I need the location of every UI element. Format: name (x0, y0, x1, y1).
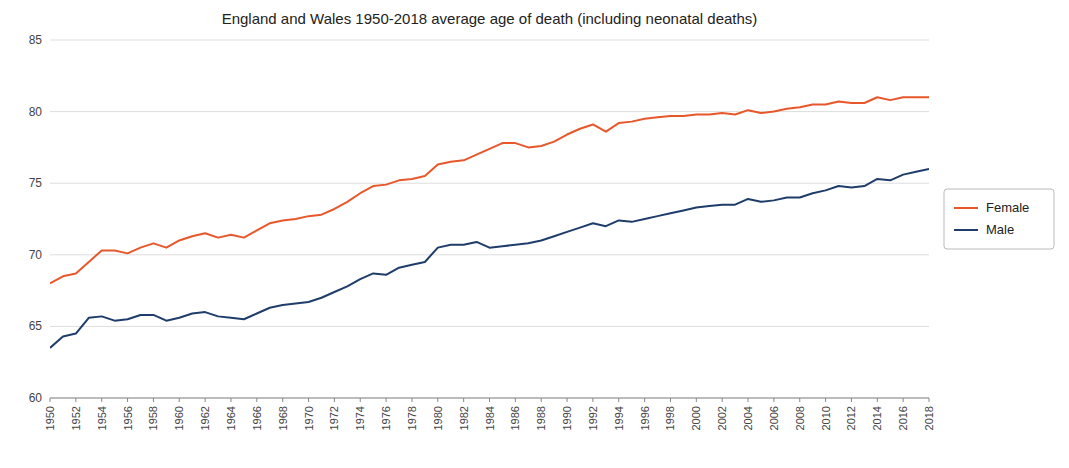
x-tick-label: 1952 (70, 406, 82, 430)
x-tick-label: 1994 (613, 406, 625, 430)
x-tick (644, 398, 645, 402)
x-axis: 1950 1952 1954 1956 1958 1960 1962 1964 1966 1968… (44, 398, 935, 430)
x-tick (592, 398, 593, 402)
x-tick (567, 398, 568, 402)
x-tick (179, 398, 180, 402)
x-tick (541, 398, 542, 402)
x-tick-label: 2010 (820, 406, 832, 430)
x-tick (153, 398, 154, 402)
x-tick-label: 2014 (871, 406, 883, 430)
x-tick (308, 398, 309, 402)
y-tick-label: 75 (29, 176, 43, 190)
x-tick-label: 1992 (587, 406, 599, 430)
x-tick-label: 2016 (897, 406, 909, 430)
x-tick-label: 2004 (742, 406, 754, 430)
x-tick-label: 1982 (458, 406, 470, 430)
legend-swatch (954, 229, 978, 231)
x-tick-label: 2002 (716, 406, 728, 430)
grid-line (50, 326, 929, 327)
grid-line (50, 40, 929, 41)
x-tick-label: 2008 (794, 406, 806, 430)
x-tick-label: 1996 (639, 406, 651, 430)
x-tick (282, 398, 283, 402)
x-tick (825, 398, 826, 402)
x-tick-label: 1990 (561, 406, 573, 430)
grid-line (50, 111, 929, 112)
x-tick (101, 398, 102, 402)
x-tick-label: 2006 (768, 406, 780, 430)
x-tick (696, 398, 697, 402)
x-tick-label: 1972 (328, 406, 340, 430)
line (50, 97, 929, 283)
x-tick-label: 1970 (303, 406, 315, 430)
x-tick-label: 1956 (122, 406, 134, 430)
x-tick-label: 2000 (690, 406, 702, 430)
plot-area (50, 97, 929, 348)
x-tick-label: 1968 (277, 406, 289, 430)
y-axis: 60 65 70 75 80 85 (29, 33, 929, 405)
x-tick (334, 398, 335, 402)
x-tick-label: 1962 (199, 406, 211, 430)
x-tick-label: 1974 (354, 406, 366, 430)
x-tick-label: 1984 (484, 406, 496, 430)
x-tick (489, 398, 490, 402)
x-tick (722, 398, 723, 402)
x-tick (851, 398, 852, 402)
x-tick-label: 1998 (664, 406, 676, 430)
x-tick (463, 398, 464, 402)
x-tick (799, 398, 800, 402)
x-tick-label: 2018 (923, 406, 935, 430)
legend-label: Female (986, 200, 1029, 215)
x-tick-label: 1986 (509, 406, 521, 430)
grid-line (50, 183, 929, 184)
x-tick (386, 398, 387, 402)
x-tick (205, 398, 206, 402)
y-tick-label: 80 (29, 105, 43, 119)
x-tick-label: 1980 (432, 406, 444, 430)
x-tick (903, 398, 904, 402)
x-tick-label: 1988 (535, 406, 547, 430)
legend-box (944, 189, 1054, 249)
x-tick-label: 1958 (147, 406, 159, 430)
x-tick-label: 2012 (845, 406, 857, 430)
x-tick-label: 1950 (44, 406, 56, 430)
x-tick-label: 1960 (173, 406, 185, 430)
x-tick (515, 398, 516, 402)
x-tick (411, 398, 412, 402)
x-tick (877, 398, 878, 402)
x-tick (127, 398, 128, 402)
x-tick (929, 398, 930, 402)
x-tick (256, 398, 257, 402)
x-tick (670, 398, 671, 402)
x-tick-label: 1966 (251, 406, 263, 430)
x-tick (748, 398, 749, 402)
chart: England and Wales 1950-2018 average age … (0, 0, 1069, 468)
x-tick (437, 398, 438, 402)
x-tick (50, 398, 51, 402)
x-tick (75, 398, 76, 402)
x-tick (618, 398, 619, 402)
x-tick-label: 1964 (225, 406, 237, 430)
x-tick (230, 398, 231, 402)
x-tick (360, 398, 361, 402)
legend-swatch (954, 207, 978, 209)
x-tick-label: 1976 (380, 406, 392, 430)
x-tick (773, 398, 774, 402)
line (50, 169, 929, 348)
x-tick-label: 1978 (406, 406, 418, 430)
legend: Female Male (944, 189, 1054, 249)
y-tick-label: 70 (29, 248, 43, 262)
grid-line (50, 254, 929, 255)
legend-label: Male (986, 222, 1014, 237)
y-tick-label: 85 (29, 33, 43, 47)
y-tick-label: 60 (29, 391, 43, 405)
y-tick-label: 65 (29, 319, 43, 333)
title: England and Wales 1950-2018 average age … (222, 10, 758, 27)
x-tick-label: 1954 (96, 406, 108, 430)
